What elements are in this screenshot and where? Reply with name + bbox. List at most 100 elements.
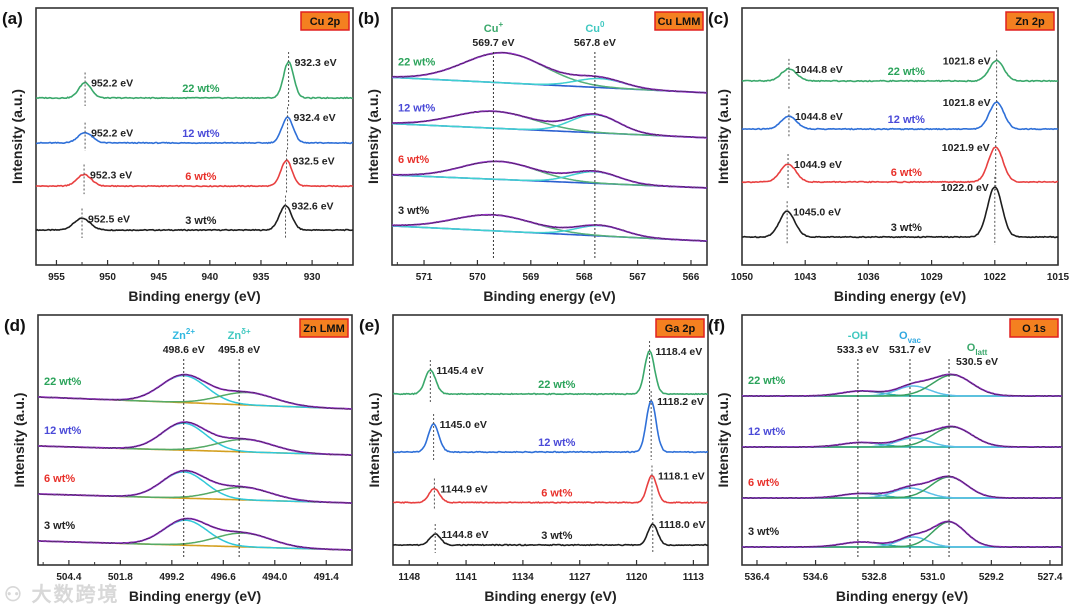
x-tick-label: 534.6: [803, 572, 828, 583]
x-tick-label: 532.8: [862, 572, 887, 583]
panel-d: (d) Zn LMM Binding energy (eV) Intensity (a…: [4, 314, 353, 604]
species-name: Zn: [228, 330, 242, 342]
panel-label: (f): [708, 316, 725, 335]
series-label: 6 wt%: [398, 154, 429, 166]
series-label: 3 wt%: [541, 530, 572, 542]
panel-title: Zn LMM: [303, 323, 345, 335]
species-label: Zn2+: [172, 327, 195, 342]
x-tick-label: 1127: [569, 572, 591, 583]
series-label: 22 wt%: [538, 379, 576, 391]
peak-energy-label: 952.2 eV: [91, 78, 133, 90]
series-label: 6 wt%: [748, 477, 779, 489]
x-tick-label: 570: [469, 272, 486, 283]
plot-frame: [37, 314, 353, 566]
raw-spectrum: [37, 373, 353, 410]
fit-envelope: [392, 51, 707, 94]
species-energy-label: 530.5 eV: [956, 356, 998, 368]
title-box: [1005, 11, 1055, 31]
fit-envelope: [742, 373, 1062, 397]
series-22wt: 22 wt% 1145.4 eV 1118.4 eV: [392, 341, 709, 402]
raw-spectrum: [37, 421, 353, 456]
x-tick-label: 1148: [398, 572, 420, 583]
series-3wt: 3 wt% 1045.0 eV 1022.0 eV: [742, 176, 1059, 245]
peak-energy-label: 952.2 eV: [91, 128, 133, 140]
series-label: 22 wt%: [182, 83, 220, 95]
species-label: Cu0: [585, 20, 605, 35]
series-label: 3 wt%: [891, 222, 922, 234]
peak-energy-label: 932.5 eV: [293, 155, 335, 167]
peak-energy-label: 1145.0 eV: [440, 419, 487, 431]
x-tick-label: 1022: [984, 272, 1007, 283]
panel-label: (d): [4, 316, 26, 335]
peak-energy-label: 1021.8 eV: [943, 55, 991, 67]
species-superscript: +: [498, 20, 503, 29]
panel-c: (c) Zn 2p Binding energy (eV) Intensity (a.…: [708, 7, 1070, 304]
series-label: 22 wt%: [398, 56, 436, 68]
series-label: 12 wt%: [44, 425, 82, 437]
x-tick-label: 531.0: [920, 572, 945, 583]
species-superscript: δ+: [241, 327, 251, 336]
title-box: [1009, 318, 1059, 338]
panel-e: (e) Ga 2p Binding energy (eV) Intensity (a.…: [359, 314, 709, 604]
series-label: 3 wt%: [398, 205, 429, 217]
species-label: -OH: [848, 330, 868, 342]
peak-energy-label: 1021.9 eV: [942, 142, 990, 154]
y-axis-label: Intensity (a.u.): [365, 89, 381, 184]
x-tick-label: 496.6: [211, 572, 236, 583]
peak-energy-label: 1021.8 eV: [943, 97, 991, 109]
series-label: 6 wt%: [891, 167, 922, 179]
peak-energy-label: 1045.0 eV: [793, 206, 841, 218]
fit-component: [38, 374, 352, 410]
series-12wt: 12 wt% 1044.8 eV 1021.8 eV: [741, 92, 1059, 138]
x-tick-label: 504.4: [56, 572, 81, 583]
title-box: [654, 11, 704, 31]
spectrum-line: [741, 59, 1059, 83]
peak-energy-label: 932.3 eV: [295, 57, 337, 69]
series-label: 12 wt%: [748, 426, 786, 438]
peak-energy-label: 952.3 eV: [90, 170, 132, 182]
series-3wt: 3 wt%: [741, 520, 1063, 549]
raw-spectrum: [38, 517, 353, 551]
x-tick-label: 501.8: [108, 572, 133, 583]
series-label: 22 wt%: [748, 375, 786, 387]
species-energy-label: 531.7 eV: [889, 344, 931, 356]
series-label: 3 wt%: [185, 215, 216, 227]
peak-energy-label: 1044.8 eV: [795, 111, 843, 123]
fit-component: [742, 426, 1062, 448]
peak-energy-label: 1044.9 eV: [794, 159, 842, 171]
x-tick-label: 955: [48, 272, 65, 283]
peak-energy-label: 1044.8 eV: [795, 64, 843, 76]
panel-label: (e): [359, 316, 380, 335]
series-6wt: 6 wt%: [37, 469, 353, 504]
x-axis-label: Binding energy (eV): [129, 588, 261, 604]
x-tick-label: 1134: [512, 572, 534, 583]
raw-spectrum: [741, 520, 1063, 549]
series-12wt: 12 wt% 952.2 eV 932.4 eV: [35, 107, 353, 151]
series-12wt: 12 wt% 1145.0 eV 1118.2 eV: [393, 391, 709, 460]
x-tick-label: 1141: [455, 572, 477, 583]
fit-component: [742, 487, 1062, 499]
species-name: O: [899, 330, 908, 342]
fit-component: [391, 160, 707, 189]
species-energy-label: 533.3 eV: [837, 344, 879, 356]
panel-title: O 1s: [1022, 323, 1046, 335]
x-tick-label: 1120: [626, 572, 648, 583]
series-3wt: 3 wt%: [391, 205, 708, 242]
raw-spectrum: [391, 110, 707, 139]
plot-frame: [392, 314, 709, 566]
x-tick-label: 1050: [731, 272, 754, 283]
x-tick-label: 566: [683, 272, 700, 283]
x-axis-label: Binding energy (eV): [484, 588, 616, 604]
series-12wt: 12 wt%: [37, 421, 353, 456]
y-axis-label: Intensity (a.u.): [9, 89, 25, 184]
series-3wt: 3 wt% 1144.8 eV 1118.0 eV: [392, 514, 709, 553]
title-box: [655, 318, 705, 338]
x-tick-label: 1043: [794, 272, 817, 283]
x-tick-label: 1015: [1047, 272, 1070, 283]
species-label: Cu+: [484, 20, 504, 35]
peak-energy-label: 1118.1 eV: [658, 471, 705, 483]
x-tick-label: 945: [150, 272, 167, 283]
series-label: 6 wt%: [185, 171, 216, 183]
series-6wt: 6 wt%: [391, 154, 708, 189]
